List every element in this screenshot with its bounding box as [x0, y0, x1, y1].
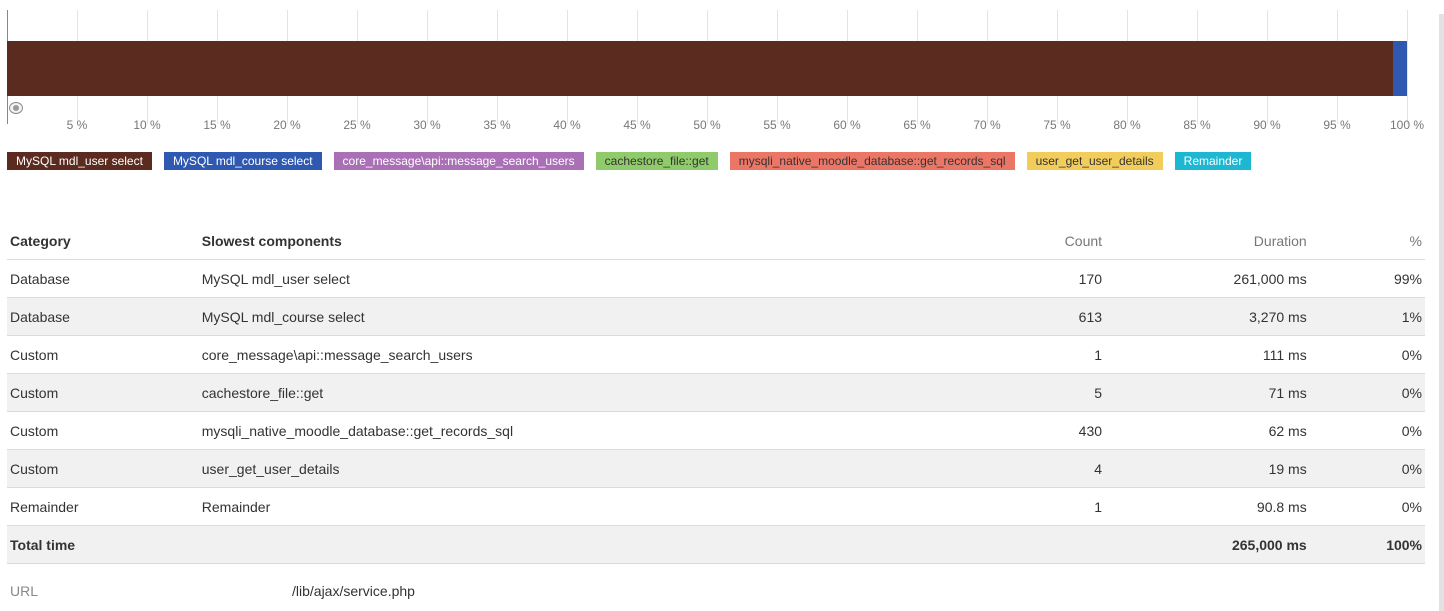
x-tick-label: 70 % [973, 118, 1001, 132]
table-row: Custom cachestore_file::get 5 71 ms 0% [7, 373, 1425, 412]
legend-item[interactable]: MySQL mdl_user select [7, 152, 152, 170]
table-header-row: Category Slowest components Count Durati… [7, 222, 1425, 260]
legend-item[interactable]: user_get_user_details [1026, 152, 1163, 170]
cell-duration: 62 ms [1105, 411, 1310, 450]
cell-count: 430 [801, 411, 1106, 450]
header-category: Category [7, 222, 199, 260]
header-count: Count [801, 222, 1106, 260]
total-count [801, 525, 1106, 564]
x-tick-label: 95 % [1323, 118, 1351, 132]
cell-category: Database [7, 259, 199, 298]
cell-component: user_get_user_details [198, 449, 802, 488]
cell-component: mysqli_native_moodle_database::get_recor… [198, 411, 802, 450]
chart-scroll-handle[interactable] [9, 102, 23, 114]
timing-chart: 5 % 10 % 15 % 20 % 25 % 30 % 35 % 40 % 45 % 50 % 5… [0, 0, 1440, 140]
total-duration: 265,000 ms [1105, 525, 1310, 564]
cell-category: Database [7, 297, 199, 336]
x-tick-label: 75 % [1043, 118, 1071, 132]
cell-component: Remainder [198, 487, 802, 526]
legend-item[interactable]: mysqli_native_moodle_database::get_recor… [729, 152, 1015, 170]
cell-category: Custom [7, 411, 199, 450]
x-tick-label: 15 % [203, 118, 231, 132]
x-tick-label: 35 % [483, 118, 511, 132]
cell-category: Custom [7, 373, 199, 412]
legend-item[interactable]: cachestore_file::get [595, 152, 718, 170]
cell-percent: 1% [1309, 297, 1425, 336]
header-percent: % [1309, 222, 1425, 260]
cell-duration: 3,270 ms [1105, 297, 1310, 336]
cell-duration: 90.8 ms [1105, 487, 1310, 526]
total-percent: 100% [1309, 525, 1425, 564]
url-label: URL [10, 583, 39, 599]
total-spacer [198, 525, 802, 564]
x-tick-label: 20 % [273, 118, 301, 132]
x-tick-label: 55 % [763, 118, 791, 132]
cell-percent: 0% [1309, 411, 1425, 450]
x-tick-label: 30 % [413, 118, 441, 132]
cell-percent: 0% [1309, 373, 1425, 412]
x-tick-label: 85 % [1183, 118, 1211, 132]
cell-component: MySQL mdl_user select [198, 259, 802, 298]
cell-category: Custom [7, 449, 199, 488]
legend-item[interactable]: Remainder [1174, 152, 1252, 170]
cell-duration: 71 ms [1105, 373, 1310, 412]
cell-duration: 19 ms [1105, 449, 1310, 488]
table-row: Custom user_get_user_details 4 19 ms 0% [7, 449, 1425, 488]
cell-count: 1 [801, 335, 1106, 374]
cell-count: 170 [801, 259, 1106, 298]
cell-component: core_message\api::message_search_users [198, 335, 802, 374]
table-row: Remainder Remainder 1 90.8 ms 0% [7, 487, 1425, 526]
table-row: Custom core_message\api::message_search_u… [7, 335, 1425, 374]
table-row: Custom mysqli_native_moodle_database::get… [7, 411, 1425, 450]
cell-count: 4 [801, 449, 1106, 488]
x-tick-label: 25 % [343, 118, 371, 132]
cell-category: Remainder [7, 487, 199, 526]
x-tick-label: 65 % [903, 118, 931, 132]
stacked-bar[interactable] [7, 41, 1407, 96]
table-row: Database MySQL mdl_user select 170 261,000 … [7, 259, 1425, 298]
x-tick-label: 90 % [1253, 118, 1281, 132]
header-slowest-components: Slowest components [198, 222, 802, 260]
header-duration: Duration [1105, 222, 1310, 260]
cell-percent: 0% [1309, 487, 1425, 526]
legend-item[interactable]: MySQL mdl_course select [163, 152, 322, 170]
performance-table: Category Slowest components Count Durati… [7, 222, 1425, 564]
cell-duration: 111 ms [1105, 335, 1310, 374]
cell-category: Custom [7, 335, 199, 374]
cell-count: 613 [801, 297, 1106, 336]
x-tick-label: 10 % [133, 118, 161, 132]
x-tick-label: 45 % [623, 118, 651, 132]
x-tick-label: 80 % [1113, 118, 1141, 132]
x-tick-label: 100 % [1389, 118, 1425, 132]
cell-component: cachestore_file::get [198, 373, 802, 412]
total-label: Total time [7, 525, 199, 564]
cell-component: MySQL mdl_course select [198, 297, 802, 336]
cell-percent: 0% [1309, 449, 1425, 488]
chart-legend: MySQL mdl_user select MySQL mdl_course se… [7, 152, 1252, 170]
url-value: /lib/ajax/service.php [292, 583, 415, 599]
legend-item[interactable]: core_message\api::message_search_users [333, 152, 584, 170]
x-tick-label: 40 % [553, 118, 581, 132]
cell-duration: 261,000 ms [1105, 259, 1310, 298]
bar-segment[interactable] [7, 41, 1393, 96]
table-row: Database MySQL mdl_course select 613 3,270 … [7, 297, 1425, 336]
cell-percent: 0% [1309, 335, 1425, 374]
cell-percent: 99% [1309, 259, 1425, 298]
page-scrollbar-edge [1439, 14, 1444, 611]
x-tick-label: 5 % [66, 118, 88, 132]
cell-count: 5 [801, 373, 1106, 412]
x-tick-label: 50 % [693, 118, 721, 132]
grid-line [1407, 10, 1408, 124]
cell-count: 1 [801, 487, 1106, 526]
table-total-row: Total time 265,000 ms 100% [7, 525, 1425, 564]
bar-segment[interactable] [1393, 41, 1407, 96]
x-tick-label: 60 % [833, 118, 861, 132]
